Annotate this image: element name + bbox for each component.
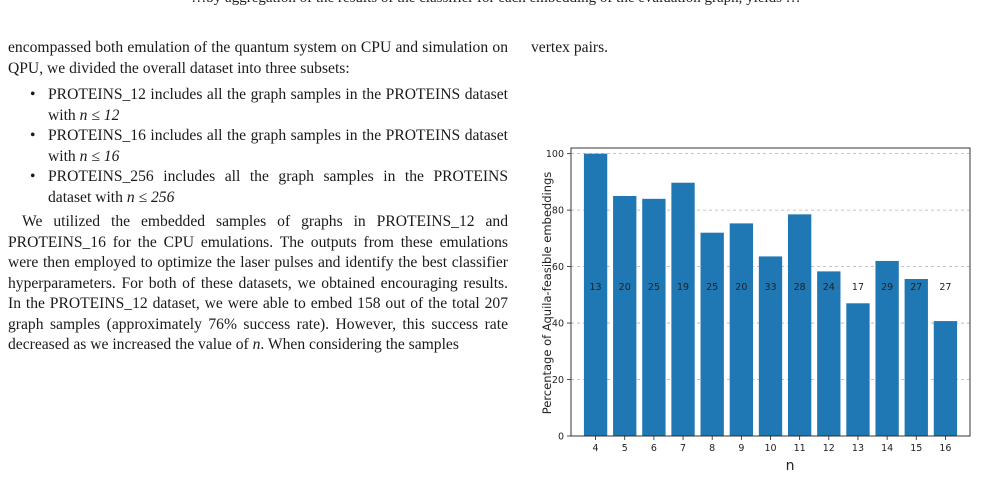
y-tick-label: 60: [552, 262, 564, 273]
subset-description: includes all the graph samples in the PR…: [48, 127, 508, 165]
bar-data-label: 20: [619, 282, 631, 293]
x-tick-label: 4: [593, 443, 599, 454]
bar: [729, 223, 754, 436]
page-top-fragment: …by aggregation of the results of the cl…: [0, 0, 992, 8]
bullet-icon: •: [30, 168, 36, 185]
plot-area: 0 20 40 60 80 100 4 13 5 20 6 25 7 19 8 25 9 20 10 33 11 28 12…: [546, 147, 971, 454]
y-tick-label: 40: [552, 319, 564, 330]
bar: [613, 196, 637, 436]
bar-data-label: 24: [823, 282, 835, 293]
y-tick-label: 100: [546, 149, 564, 160]
subset-condition: n ≤ 256: [126, 188, 175, 206]
right-column: vertex pairs.: [531, 38, 971, 59]
bar-data-label: 27: [910, 282, 922, 293]
subset-name: PROTEINS_256: [48, 168, 154, 185]
bullet-icon: •: [30, 86, 36, 103]
subset-condition: n ≤ 16: [79, 147, 120, 165]
x-axis-label: n: [786, 458, 795, 474]
bar-data-label: 25: [648, 282, 660, 293]
y-tick-label: 80: [552, 206, 564, 217]
subset-description: includes all the graph samples in the PR…: [48, 168, 508, 206]
left-column: encompassed both emulation of the quantu…: [8, 38, 508, 356]
x-tick-label: 16: [939, 443, 951, 454]
x-tick-label: 12: [823, 443, 835, 454]
body-text: We utilized the embedded samples of grap…: [8, 213, 508, 353]
bar-data-label: 13: [590, 282, 602, 293]
x-tick-label: 14: [881, 443, 893, 454]
x-tick-label: 15: [910, 443, 922, 454]
inline-math: n: [252, 336, 261, 353]
y-tick-label: 20: [552, 375, 564, 386]
body-text-end: . When considering the samples: [260, 336, 459, 353]
subset-condition: n ≤ 12: [79, 106, 120, 124]
x-tick-label: 7: [680, 443, 686, 454]
bar: [642, 198, 666, 436]
bar-data-label: 17: [852, 282, 864, 293]
x-tick-label: 11: [794, 443, 806, 454]
list-item: • PROTEINS_16 includes all the graph sam…: [8, 126, 508, 167]
bar: [700, 232, 724, 436]
bar: [671, 182, 695, 436]
bar-data-label: 19: [677, 282, 689, 293]
x-tick-label: 9: [738, 443, 744, 454]
bar: [933, 321, 958, 436]
bar: [817, 271, 841, 436]
subset-description: includes all the graph samples in the PR…: [48, 86, 508, 124]
y-tick-label: 0: [558, 432, 564, 443]
intro-paragraph: encompassed both emulation of the quantu…: [8, 39, 508, 77]
subset-name: PROTEINS_16: [48, 127, 146, 144]
subset-name: PROTEINS_12: [48, 86, 146, 103]
plot-frame: [570, 147, 971, 437]
bullet-icon: •: [30, 127, 36, 144]
right-column-text: vertex pairs.: [531, 39, 609, 56]
list-item: • PROTEINS_12 includes all the graph sam…: [8, 85, 508, 126]
bar: [875, 260, 899, 436]
bar: [846, 303, 870, 436]
list-item: • PROTEINS_256 includes all the graph sa…: [8, 167, 508, 208]
bar-data-label: 28: [794, 282, 806, 293]
body-paragraph: We utilized the embedded samples of grap…: [8, 212, 508, 356]
subset-list: • PROTEINS_12 includes all the graph sam…: [8, 85, 508, 208]
y-axis-label: Percentage of Aquila-feasible embeddings: [540, 172, 554, 415]
x-tick-label: 10: [764, 443, 776, 454]
x-tick-label: 8: [709, 443, 715, 454]
x-tick-label: 6: [651, 443, 657, 454]
x-tick-label: 5: [622, 443, 628, 454]
bar-data-label: 29: [881, 282, 893, 293]
bar-chart: Percentage of Aquila-feasible embeddings…: [540, 147, 971, 474]
bar: [583, 153, 608, 436]
bar-data-label: 25: [706, 282, 718, 293]
bar-data-label: 20: [735, 282, 747, 293]
bar: [904, 279, 928, 436]
bar-data-label: 33: [764, 282, 776, 293]
x-tick-label: 13: [852, 443, 864, 454]
bar: [758, 256, 783, 436]
bar: [787, 214, 812, 436]
bar-data-label: 27: [939, 282, 951, 293]
